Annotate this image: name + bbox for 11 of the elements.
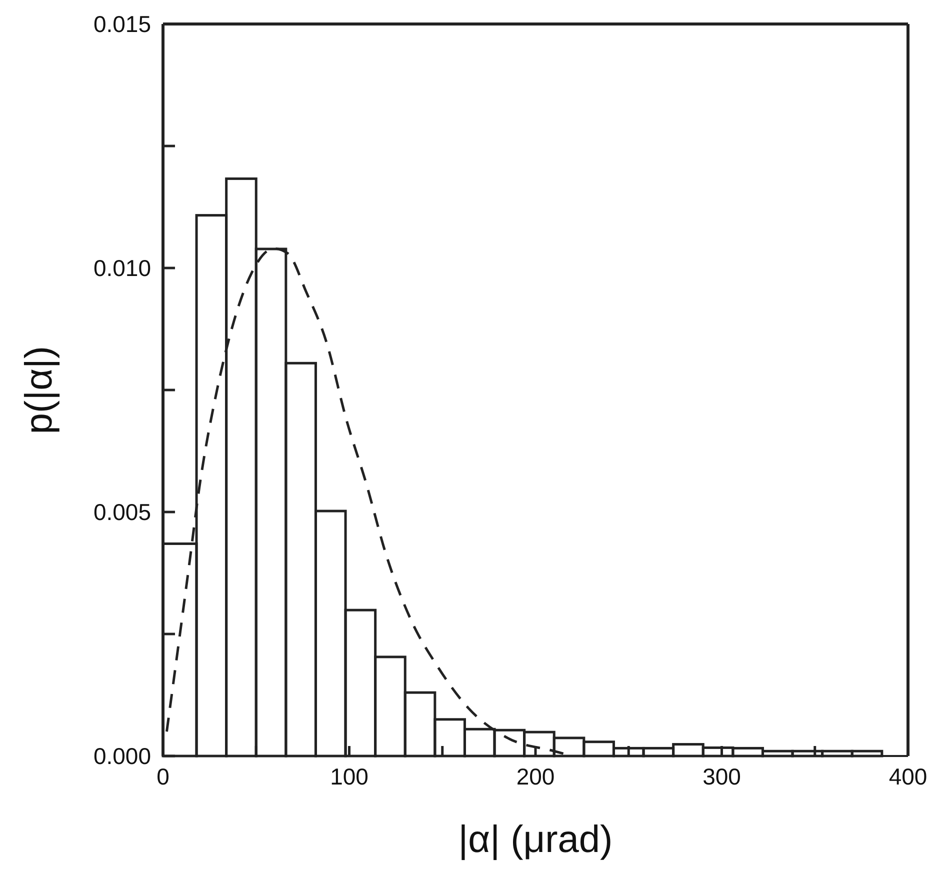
y-tick-label: 0.010 <box>93 255 151 282</box>
x-axis-title: |α| (μrad) <box>458 819 613 861</box>
y-tick-label: 0.005 <box>93 499 151 526</box>
x-tick-label: 300 <box>702 763 741 790</box>
x-tick-label: 200 <box>516 763 555 790</box>
x-tick-label: 100 <box>330 763 368 790</box>
x-tick-label: 0 <box>156 763 170 790</box>
x-tick-label: 400 <box>888 763 928 790</box>
y-axis-title: p(|α|) <box>18 346 60 434</box>
y-tick-label: 0.000 <box>93 743 151 770</box>
y-tick-label: 0.015 <box>93 11 151 38</box>
